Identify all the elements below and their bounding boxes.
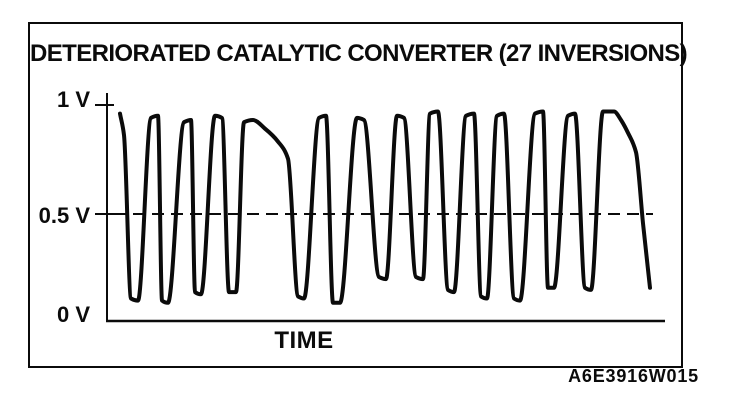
figure-code: A6E3916W015 bbox=[568, 366, 699, 386]
x-axis-label: TIME bbox=[274, 327, 334, 354]
oxygen-sensor-waveform bbox=[118, 109, 652, 305]
chart-title: DETERIORATED CATALYTIC CONVERTER (27 INV… bbox=[30, 40, 688, 67]
y-tick-label-0v: 0 V bbox=[56, 302, 90, 327]
y-tick-label-1v: 1 V bbox=[56, 87, 90, 112]
figure-border bbox=[28, 22, 683, 368]
y-tick-label-05v: 0.5 V bbox=[38, 203, 90, 228]
